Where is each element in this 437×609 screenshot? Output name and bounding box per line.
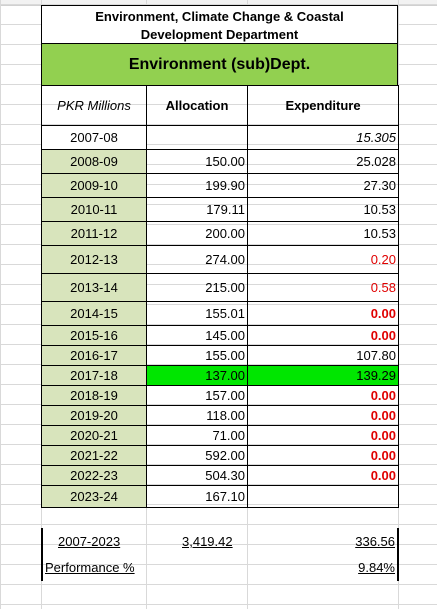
table-row: 2008-09 150.00 25.028 [41,149,399,174]
expenditure-cell[interactable]: 0.20 [247,245,399,274]
expenditure-cell[interactable]: 10.53 [247,221,399,246]
allocation-cell[interactable]: 167.10 [146,485,248,508]
performance-row: Performance % 9.84% [41,556,398,582]
expenditure-cell[interactable]: 0.00 [247,325,399,346]
year-cell[interactable]: 2011-12 [41,221,147,246]
expenditure-cell[interactable]: 0.00 [247,445,399,466]
performance-value[interactable]: 9.84% [358,560,395,575]
table-row: 2023-24 167.10 [41,485,399,508]
expenditure-cell[interactable]: 0.00 [247,405,399,426]
subdept-title[interactable]: Environment (sub)Dept. [41,44,398,85]
grid-col-line [398,0,399,609]
expenditure-cell[interactable]: 27.30 [247,173,399,198]
totals-row: 2007-2023 3,419.42 336.56 [41,530,398,556]
year-cell[interactable]: 2016-17 [41,345,147,366]
table-row: 2021-22 592.00 0.00 [41,445,399,466]
allocation-cell-highlighted[interactable]: 137.00 [146,365,248,386]
table-row: 2009-10 199.90 27.30 [41,173,399,198]
expenditure-cell[interactable]: 0.00 [247,425,399,446]
allocation-cell[interactable]: 150.00 [146,149,248,174]
allocation-cell[interactable]: 179.11 [146,197,248,222]
header-expenditure[interactable]: Expenditure [247,85,399,126]
year-cell[interactable]: 2012-13 [41,245,147,274]
table-row: 2017-18 137.00 139.29 [41,365,399,386]
table-row: 2013-14 215.00 0.58 [41,273,399,302]
expenditure-cell-highlighted[interactable]: 139.29 [247,365,399,386]
year-cell[interactable]: 2009-10 [41,173,147,198]
expenditure-cell[interactable]: 107.80 [247,345,399,366]
header-row: PKR Millions Allocation Expenditure [41,85,399,126]
expenditure-cell[interactable] [247,485,399,508]
year-cell[interactable]: 2010-11 [41,197,147,222]
table-row: 2018-19 157.00 0.00 [41,385,399,406]
table-row: 2010-11 179.11 10.53 [41,197,399,222]
year-cell[interactable]: 2018-19 [41,385,147,406]
year-cell[interactable]: 2021-22 [41,445,147,466]
budget-table: Environment, Climate Change & Coastal De… [41,5,399,508]
allocation-cell[interactable]: 71.00 [146,425,248,446]
expenditure-cell[interactable]: 0.00 [247,301,399,326]
allocation-cell[interactable]: 145.00 [146,325,248,346]
allocation-cell[interactable]: 504.30 [146,465,248,486]
expenditure-cell[interactable]: 0.00 [247,385,399,406]
table-row: 2007-08 15.305 [41,125,399,150]
year-cell[interactable]: 2014-15 [41,301,147,326]
table-row: 2012-13 274.00 0.20 [41,245,399,274]
year-cell[interactable]: 2020-21 [41,425,147,446]
year-cell[interactable]: 2008-09 [41,149,147,174]
table-title[interactable]: Environment, Climate Change & Coastal De… [41,5,398,44]
year-cell[interactable]: 2015-16 [41,325,147,346]
title-line-1: Environment, Climate Change & Coastal [95,9,344,24]
header-pkr-millions[interactable]: PKR Millions [41,85,147,126]
table-left-border [41,528,43,581]
data-table: PKR Millions Allocation Expenditure 2007… [41,85,399,508]
performance-label[interactable]: Performance % [45,560,135,575]
allocation-cell[interactable]: 155.01 [146,301,248,326]
table-right-border [397,528,399,581]
year-cell[interactable]: 2019-20 [41,405,147,426]
expenditure-cell[interactable]: 0.00 [247,465,399,486]
allocation-cell[interactable]: 199.90 [146,173,248,198]
year-cell[interactable]: 2023-24 [41,485,147,508]
expenditure-cell[interactable]: 0.58 [247,273,399,302]
title-line-2: Development Department [140,27,299,42]
year-cell[interactable]: 2017-18 [41,365,147,386]
totals-section: 2007-2023 3,419.42 336.56 Performance % … [41,530,398,582]
expenditure-cell[interactable]: 25.028 [247,149,399,174]
totals-label[interactable]: 2007-2023 [58,534,121,549]
allocation-cell[interactable]: 155.00 [146,345,248,366]
table-row: 2020-21 71.00 0.00 [41,425,399,446]
table-row: 2011-12 200.00 10.53 [41,221,399,246]
allocation-cell[interactable]: 215.00 [146,273,248,302]
year-cell[interactable]: 2022-23 [41,465,147,486]
table-row: 2016-17 155.00 107.80 [41,345,399,366]
table-row: 2014-15 155.01 0.00 [41,301,399,326]
totals-allocation[interactable]: 3,419.42 [182,534,233,549]
year-cell[interactable]: 2013-14 [41,273,147,302]
year-cell[interactable]: 2007-08 [41,125,147,150]
expenditure-cell[interactable]: 15.305 [247,125,399,150]
header-allocation[interactable]: Allocation [146,85,248,126]
expenditure-cell[interactable]: 10.53 [247,197,399,222]
table-row: 2019-20 118.00 0.00 [41,405,399,426]
allocation-cell[interactable] [146,125,248,150]
totals-expenditure[interactable]: 336.56 [355,534,395,549]
table-row: 2022-23 504.30 0.00 [41,465,399,486]
allocation-cell[interactable]: 118.00 [146,405,248,426]
table-row: 2015-16 145.00 0.00 [41,325,399,346]
allocation-cell[interactable]: 157.00 [146,385,248,406]
allocation-cell[interactable]: 274.00 [146,245,248,274]
allocation-cell[interactable]: 592.00 [146,445,248,466]
allocation-cell[interactable]: 200.00 [146,221,248,246]
